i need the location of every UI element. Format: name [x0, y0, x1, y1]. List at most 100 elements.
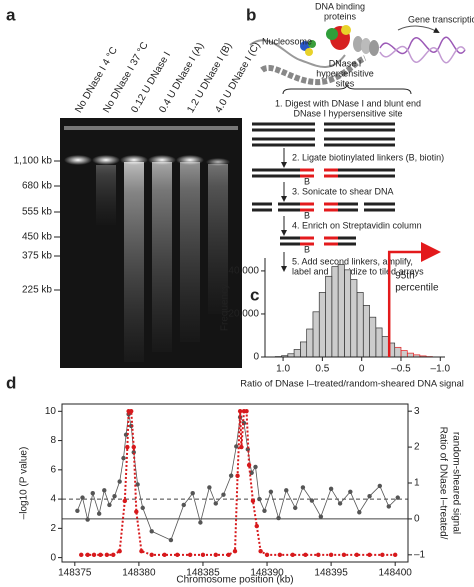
data-point: [257, 496, 262, 502]
data-point: [221, 492, 226, 497]
diagram-label: DNA binding: [315, 1, 365, 11]
histogram-bar: [325, 275, 333, 358]
x-tick-label: 148390: [250, 568, 284, 579]
x-tick-label: 148385: [186, 568, 220, 579]
annotation: 95th: [395, 271, 414, 282]
data-point: [235, 473, 240, 479]
marker-label: 1,100 kb: [14, 156, 53, 167]
data-point: [181, 502, 186, 508]
panel-label: a: [6, 5, 16, 24]
data-point: [309, 498, 315, 503]
data-point: [162, 552, 167, 558]
data-point: [264, 552, 270, 558]
data-point: [328, 552, 334, 558]
plot-frame: [61, 403, 409, 563]
histogram-bar: [344, 269, 352, 358]
marker-label: 375 kb: [22, 251, 52, 262]
data-point: [102, 488, 107, 493]
data-point: [79, 552, 84, 558]
data-point: [276, 515, 281, 521]
series-line: [77, 414, 399, 541]
data-point: [104, 552, 110, 558]
data-point: [386, 504, 391, 509]
x-tick-label: –0.5: [391, 364, 411, 375]
data-point: [198, 520, 203, 525]
marker-label: 555 kb: [22, 207, 52, 218]
diagram-label: hypersensitive: [316, 68, 374, 78]
data-point: [122, 498, 127, 504]
data-point: [357, 510, 362, 515]
x-tick-label: 0.5: [315, 364, 329, 375]
data-point: [75, 508, 80, 513]
diagram-label: Nucleosome: [262, 36, 312, 46]
step-text: DNase I hypersensitive site: [293, 108, 402, 118]
data-point: [117, 479, 122, 484]
y-axis-label: –log10 (P value): [19, 447, 30, 520]
data-point: [268, 489, 274, 494]
data-point: [348, 489, 353, 494]
step-text: 3. Sonicate to shear DNA: [292, 186, 394, 196]
data-point: [237, 408, 243, 414]
y-tick-label: 1: [414, 478, 420, 489]
y-tick-label: 40,000: [228, 266, 259, 277]
biotin-label: B: [304, 244, 310, 254]
histogram-bar: [394, 346, 402, 358]
panel-label: c: [250, 285, 259, 304]
diagram-label: proteins: [324, 11, 357, 21]
data-point: [90, 491, 95, 496]
marker-label: 225 kb: [22, 285, 52, 296]
data-point: [367, 552, 372, 558]
data-point: [129, 408, 134, 414]
data-point: [244, 408, 249, 414]
step-text: 2. Ligate biotinylated linkers (B, bioti…: [292, 152, 444, 162]
y-axis-label: Frequency: [220, 284, 231, 331]
data-point: [80, 495, 85, 500]
y-tick-label: 20,000: [228, 309, 259, 320]
y-tick-label: 8: [50, 435, 56, 446]
data-point: [337, 501, 343, 506]
data-point: [316, 552, 321, 558]
y-tick-label: 2: [50, 523, 56, 534]
marker-label: 680 kb: [22, 181, 52, 192]
y2-axis-label: random-sheared signal: [450, 432, 461, 534]
data-point: [117, 549, 122, 554]
data-point: [175, 552, 180, 558]
data-point: [134, 509, 139, 514]
data-point: [277, 552, 283, 558]
panel-label: d: [6, 373, 16, 392]
histogram-bar: [369, 316, 377, 358]
data-point: [149, 552, 154, 558]
data-point: [85, 517, 90, 522]
y-tick-label: 6: [50, 464, 56, 475]
data-point: [341, 552, 347, 558]
panel-label: b: [246, 5, 256, 24]
data-point: [250, 498, 256, 504]
data-point: [112, 493, 117, 499]
y-tick-label: 0: [414, 514, 420, 525]
diagram-label: sites: [336, 78, 355, 88]
histogram-bar: [300, 341, 308, 358]
step-text: 4. Enrich on Streptavidin column: [292, 220, 422, 230]
data-point: [290, 552, 295, 558]
protocol: B B B: [252, 122, 395, 272]
y-tick-label: –1: [414, 549, 426, 560]
x-tick-label: 148400: [378, 568, 412, 579]
marker-label: 450 kb: [22, 232, 52, 243]
biotin-label: B: [304, 176, 310, 186]
threshold-arrow: [387, 242, 441, 357]
histogram-bar: [312, 311, 320, 358]
data-point: [226, 552, 231, 558]
data-point: [135, 482, 140, 487]
histogram-bar: [293, 349, 301, 358]
data-point: [234, 444, 239, 449]
data-point: [139, 549, 144, 554]
histogram-bar: [331, 266, 339, 358]
histogram-bar: [306, 328, 314, 358]
data-point: [380, 552, 385, 558]
histogram-bar: [362, 304, 370, 358]
histogram-bar: [350, 279, 358, 358]
diagram-label: Gene transcription: [408, 14, 474, 24]
biotin-label: B: [304, 210, 310, 220]
x-tick-label: 148395: [314, 568, 348, 579]
step-text: 5. Add second linkers, amplify,: [292, 256, 413, 266]
